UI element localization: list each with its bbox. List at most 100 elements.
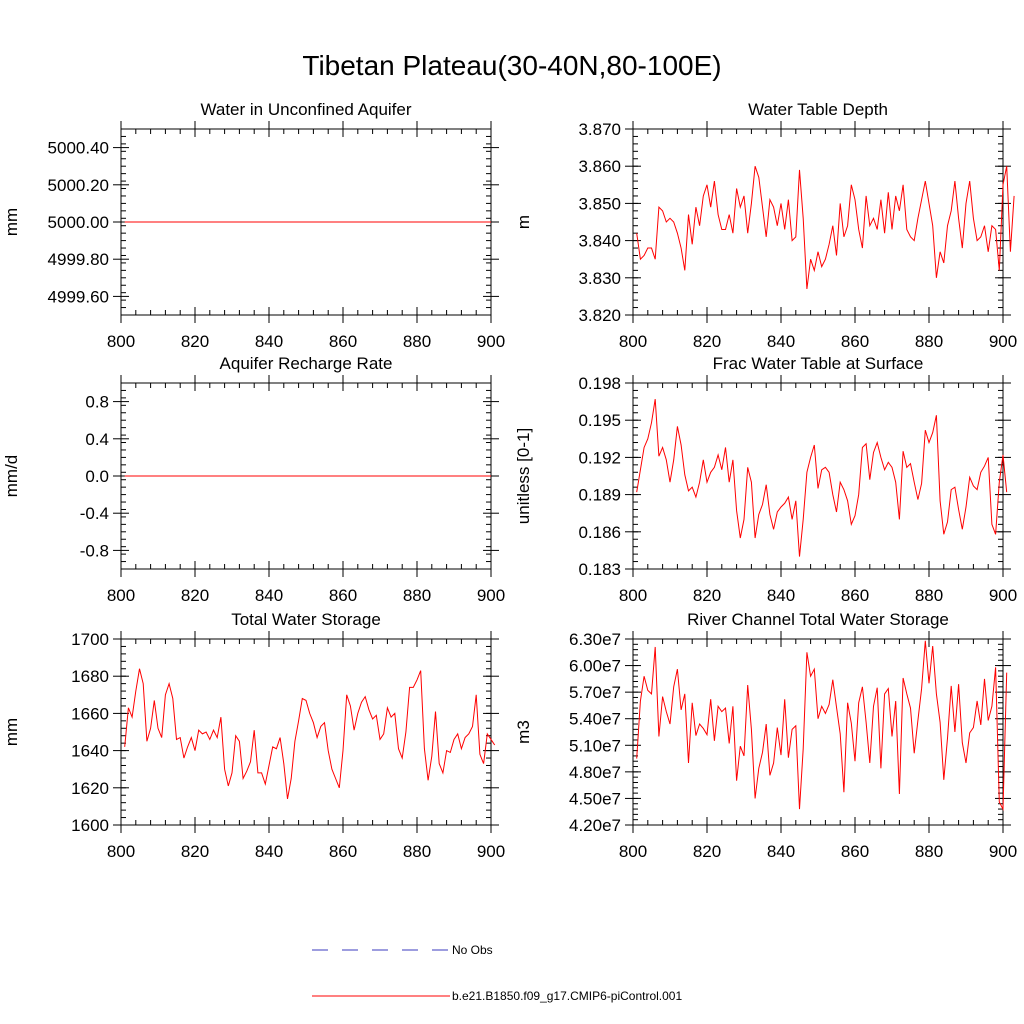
y-tick-label: 5000.40 — [48, 139, 109, 158]
x-tick-label: 800 — [107, 842, 135, 861]
y-tick-label: 5000.20 — [48, 176, 109, 195]
y-tick-label: 4.20e7 — [569, 816, 621, 835]
x-tick-label: 880 — [403, 586, 431, 605]
x-tick-label: 880 — [915, 332, 943, 351]
y-tick-label: -0.8 — [80, 541, 109, 560]
x-tick-label: 820 — [181, 332, 209, 351]
x-tick-label: 820 — [693, 332, 721, 351]
x-tick-label: 800 — [107, 586, 135, 605]
y-tick-label: 1600 — [71, 816, 109, 835]
y-tick-label: 5.40e7 — [569, 710, 621, 729]
panel-title: Frac Water Table at Surface — [713, 354, 924, 373]
x-tick-label: 860 — [329, 586, 357, 605]
panel-title: Water Table Depth — [748, 100, 888, 119]
y-axis-label: unitless [0-1] — [514, 428, 533, 524]
x-tick-label: 820 — [693, 842, 721, 861]
series-line-0 — [636, 640, 1008, 811]
y-tick-label: 3.830 — [578, 269, 621, 288]
page-title: Tibetan Plateau(30-40N,80-100E) — [302, 50, 722, 81]
y-tick-label: 0.198 — [578, 374, 621, 393]
y-tick-label: 0.186 — [578, 523, 621, 542]
x-tick-label: 820 — [181, 842, 209, 861]
x-tick-label: 820 — [693, 586, 721, 605]
x-tick-label: 860 — [841, 586, 869, 605]
chart-panel-0: Water in Unconfined Aquifer mm 4999.60 4999… — [2, 100, 505, 351]
plot-frame — [632, 638, 1004, 826]
y-tick-label: 0.183 — [578, 560, 621, 579]
x-tick-label: 800 — [619, 332, 647, 351]
y-tick-label: 1660 — [71, 704, 109, 723]
y-axis-label: mm/d — [2, 455, 21, 498]
x-tick-label: 880 — [915, 586, 943, 605]
y-tick-label: 4.80e7 — [569, 763, 621, 782]
plot-frame — [632, 128, 1004, 316]
panel-title: Total Water Storage — [231, 610, 381, 629]
y-tick-label: 6.00e7 — [569, 657, 621, 676]
y-tick-label: 6.30e7 — [569, 630, 621, 649]
chart-panel-4: Total Water Storage mm 1600 1620 1640 1660 168… — [2, 610, 505, 861]
y-axis-label: m — [514, 215, 533, 229]
y-tick-label: 5.10e7 — [569, 736, 621, 755]
y-tick-label: 4.50e7 — [569, 789, 621, 808]
x-tick-label: 800 — [619, 842, 647, 861]
x-tick-label: 860 — [329, 842, 357, 861]
chart-panel-2: Aquifer Recharge Rate mm/d -0.8 -0.4 0.0 0.4 0… — [2, 354, 505, 605]
panel-title: Water in Unconfined Aquifer — [200, 100, 411, 119]
x-tick-label: 900 — [477, 332, 505, 351]
y-tick-label: 3.850 — [578, 194, 621, 213]
x-tick-label: 840 — [767, 842, 795, 861]
y-tick-label: 1620 — [71, 779, 109, 798]
x-tick-label: 840 — [255, 586, 283, 605]
y-axis-label: m3 — [514, 720, 533, 744]
chart-panel-5: River Channel Total Water Storage m3 4.20e… — [514, 610, 1017, 861]
y-tick-label: 0.189 — [578, 486, 621, 505]
y-tick-label: 0.0 — [85, 467, 109, 486]
x-tick-label: 840 — [767, 586, 795, 605]
chart-panel-3: Frac Water Table at Surface unitless [0-1… — [514, 354, 1017, 605]
panel-title: Aquifer Recharge Rate — [220, 354, 393, 373]
y-axis-label: mm — [2, 718, 21, 746]
y-tick-label: 4999.60 — [48, 287, 109, 306]
y-tick-label: 0.195 — [578, 411, 621, 430]
series-line-0 — [636, 166, 1015, 290]
y-tick-label: 3.820 — [578, 306, 621, 325]
x-tick-label: 840 — [255, 332, 283, 351]
y-tick-label: 3.870 — [578, 120, 621, 139]
x-tick-label: 900 — [477, 586, 505, 605]
x-tick-label: 840 — [767, 332, 795, 351]
x-tick-label: 860 — [841, 332, 869, 351]
series-line-0 — [636, 399, 1008, 557]
y-tick-label: 0.8 — [85, 393, 109, 412]
x-tick-label: 900 — [477, 842, 505, 861]
chart-panel-1: Water Table Depth m 3.820 3.830 3.840 3.850 3.… — [514, 100, 1017, 351]
y-tick-label: 3.840 — [578, 232, 621, 251]
x-tick-label: 860 — [329, 332, 357, 351]
y-tick-label: 1680 — [71, 667, 109, 686]
x-tick-label: 900 — [989, 842, 1017, 861]
x-tick-label: 800 — [107, 332, 135, 351]
panel-title: River Channel Total Water Storage — [687, 610, 949, 629]
y-tick-label: 1640 — [71, 742, 109, 761]
y-tick-label: 5.70e7 — [569, 683, 621, 702]
y-tick-label: -0.4 — [80, 504, 109, 523]
y-tick-label: 5000.00 — [48, 213, 109, 232]
x-tick-label: 840 — [255, 842, 283, 861]
y-tick-label: 4999.80 — [48, 250, 109, 269]
y-tick-label: 0.192 — [578, 448, 621, 467]
x-tick-label: 880 — [403, 842, 431, 861]
y-tick-label: 0.4 — [85, 430, 109, 449]
x-tick-label: 880 — [915, 842, 943, 861]
plot-frame — [632, 382, 1004, 570]
x-tick-label: 880 — [403, 332, 431, 351]
y-axis-label: mm — [2, 208, 21, 236]
x-tick-label: 900 — [989, 586, 1017, 605]
series-line-0 — [124, 668, 496, 800]
x-tick-label: 800 — [619, 586, 647, 605]
x-tick-label: 820 — [181, 586, 209, 605]
plot-frame — [120, 638, 492, 826]
y-tick-label: 3.860 — [578, 157, 621, 176]
x-tick-label: 900 — [989, 332, 1017, 351]
y-tick-label: 1700 — [71, 630, 109, 649]
x-tick-label: 860 — [841, 842, 869, 861]
